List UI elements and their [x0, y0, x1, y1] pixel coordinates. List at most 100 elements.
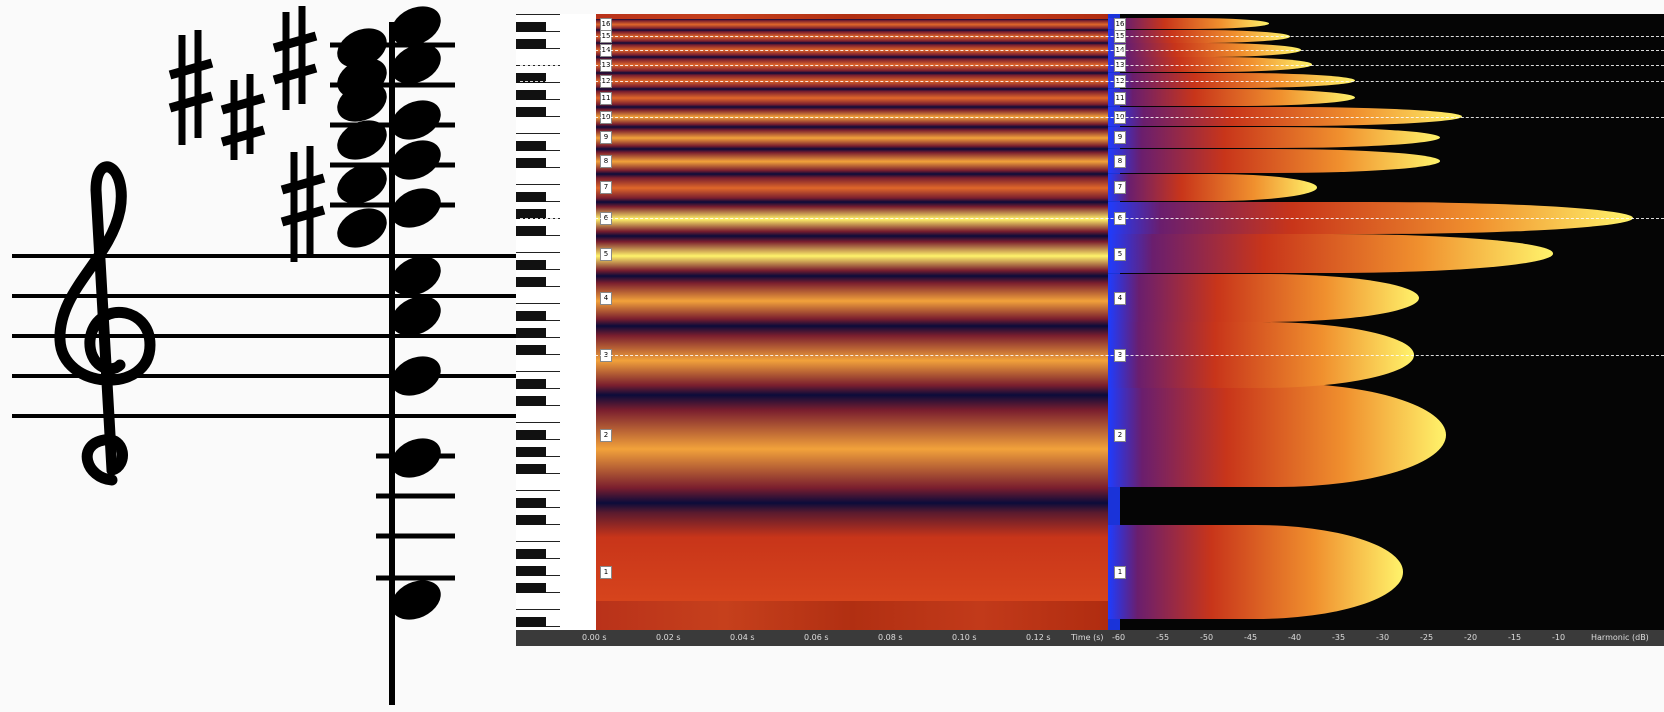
- black-key: [516, 260, 546, 270]
- spectrogram-harmonic-label: 16: [600, 17, 612, 31]
- spectrogram-harmonic-band: [596, 173, 1108, 203]
- black-key: [516, 39, 546, 49]
- sharp-icon: [272, 6, 318, 110]
- energy-harmonic-label: 16: [1114, 17, 1126, 31]
- white-key-edge: [516, 490, 560, 491]
- level-tick-label: -55: [1156, 633, 1170, 642]
- time-tick-label: 0.06 s: [804, 633, 829, 642]
- black-key: [516, 277, 546, 287]
- harmonic-energy-panel: 1 2 3 4 5 6 7 8 9 10 11 12 13 14 15 16: [1108, 14, 1664, 630]
- spectrogram-harmonic-band: [596, 127, 1108, 150]
- spectrogram-harmonic-label: 2: [600, 428, 612, 442]
- black-key: [516, 22, 546, 32]
- black-key: [516, 379, 546, 389]
- harmonic-energy-lobe: [1108, 273, 1419, 323]
- spectrogram-harmonic-label: 8: [600, 154, 612, 168]
- spectrogram-harmonic-label: 7: [600, 181, 612, 195]
- spectrogram-harmonic-band: [596, 503, 1108, 601]
- level-tick-label: -60: [1112, 633, 1126, 642]
- level-tick-label: -15: [1508, 633, 1522, 642]
- energy-harmonic-label: 4: [1114, 291, 1126, 305]
- energy-harmonic-label: 8: [1114, 154, 1126, 168]
- piano-keyboard: [516, 14, 596, 630]
- black-key: [516, 226, 546, 236]
- chord-tone-guide-line: [520, 217, 1664, 219]
- harmonic-energy-lobe: [1108, 234, 1553, 273]
- energy-harmonic-label: 9: [1114, 131, 1126, 145]
- white-key-edge: [516, 303, 560, 304]
- harmonic-energy-lobe: [1108, 525, 1403, 619]
- sharp-icon: [280, 146, 326, 262]
- energy-harmonic-label: 1: [1114, 566, 1126, 579]
- harmonic-energy-lobe: [1108, 43, 1301, 57]
- white-key-edge: [516, 252, 560, 253]
- level-tick-label: -10: [1552, 633, 1566, 642]
- time-tick-label: 0.04 s: [730, 633, 755, 642]
- time-tick-label: 0.12 s: [1026, 633, 1051, 642]
- spectrogram-harmonic-band: [596, 394, 1108, 504]
- spectrogram-harmonic-label: 1: [600, 566, 612, 579]
- spectrogram-harmonic-label: 11: [600, 91, 612, 105]
- spectrogram-harmonic-band: [596, 149, 1108, 174]
- chord-tone-guide-line: [520, 80, 1664, 82]
- chord-tone-guide-line: [520, 64, 1664, 66]
- treble-clef-icon: [54, 161, 156, 486]
- spectrogram-harmonic-band: [596, 89, 1108, 108]
- black-key: [516, 311, 546, 321]
- spectrogram-harmonic-label: 4: [600, 291, 612, 305]
- harmonic-energy-lobe: [1108, 57, 1312, 73]
- spectrogram-harmonic-label: 5: [600, 247, 612, 261]
- chord-tone-guide-line: [520, 116, 1664, 118]
- black-key: [516, 328, 546, 338]
- white-key-edge: [516, 371, 560, 372]
- black-key: [516, 583, 546, 593]
- spectrogram-harmonic-band: [596, 18, 1108, 31]
- black-key: [516, 464, 546, 474]
- black-key: [516, 396, 546, 406]
- axis-bar: Time (s) Harmonic (dB) 0.00 s 0.02 s 0.04 …: [516, 630, 1664, 646]
- time-tick-label: 0.00 s: [582, 633, 607, 642]
- spectrogram-harmonic-band: [596, 202, 1108, 236]
- sharp-icon: [168, 30, 214, 145]
- energy-harmonic-label: 5: [1114, 247, 1126, 261]
- black-key: [516, 192, 546, 202]
- notehead-icon: [337, 6, 441, 620]
- time-tick-label: 0.02 s: [656, 633, 681, 642]
- white-key-edge: [516, 609, 560, 610]
- harmonic-energy-lobe: [1108, 148, 1441, 173]
- black-key: [516, 141, 546, 151]
- white-key-edge: [516, 422, 560, 423]
- black-key: [516, 498, 546, 508]
- level-tick-label: -20: [1464, 633, 1478, 642]
- black-key: [516, 617, 546, 627]
- energy-harmonic-label: 2: [1114, 428, 1126, 442]
- music-staff: [12, 6, 516, 705]
- harmonic-energy-lobe: [1108, 72, 1355, 89]
- level-tick-label: -40: [1288, 633, 1302, 642]
- black-key: [516, 566, 546, 576]
- time-tick-label: 0.10 s: [952, 633, 977, 642]
- harmonic-energy-lobe: [1108, 89, 1355, 107]
- black-key: [516, 158, 546, 168]
- level-tick-label: -30: [1376, 633, 1390, 642]
- white-key-edge: [516, 541, 560, 542]
- white-key-edge: [516, 133, 560, 134]
- chord-tone-guide-line: [520, 50, 1664, 52]
- white-key-edge: [516, 184, 560, 185]
- black-key: [516, 549, 546, 559]
- time-axis-label: Time (s): [1071, 633, 1104, 642]
- level-tick-label: -35: [1332, 633, 1346, 642]
- black-key: [516, 447, 546, 457]
- white-key-edge: [516, 14, 560, 15]
- harmonic-energy-lobe: [1108, 126, 1441, 149]
- spectrogram-harmonic-band: [596, 275, 1108, 327]
- time-tick-label: 0.08 s: [878, 633, 903, 642]
- black-key: [516, 345, 546, 355]
- harmonic-energy-lobe: [1108, 382, 1446, 488]
- black-key: [516, 73, 546, 83]
- level-tick-label: -50: [1200, 633, 1214, 642]
- spectrogram-harmonic-band: [596, 326, 1108, 395]
- chord-tone-guide-line: [520, 354, 1664, 356]
- energy-harmonic-label: 7: [1114, 181, 1126, 195]
- black-key: [516, 90, 546, 100]
